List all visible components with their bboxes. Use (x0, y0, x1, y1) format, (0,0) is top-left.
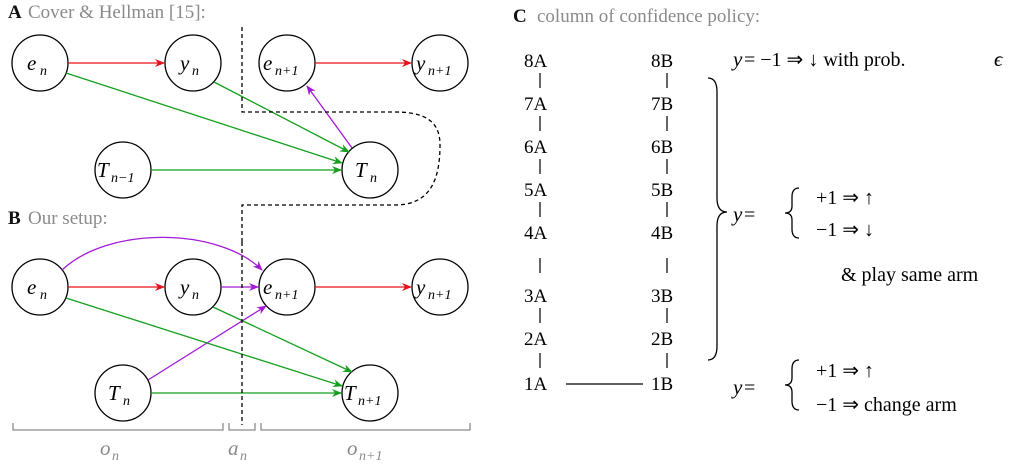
svg-text:n−1: n−1 (111, 171, 134, 186)
node-t-n: T n (94, 364, 152, 422)
state-6a: 6A (524, 137, 548, 158)
state-3a: 3A (524, 286, 548, 307)
svg-text:y: y (731, 202, 743, 226)
edge-b-y-to-tn1 (212, 306, 353, 373)
brace-cases-bottom (784, 359, 800, 411)
svg-text:y: y (731, 375, 743, 399)
brace-label-o-n: o (100, 436, 111, 460)
svg-text:y: y (414, 275, 426, 299)
svg-text:n+1: n+1 (428, 288, 451, 303)
node-y-n: y n (164, 34, 222, 92)
svg-text:n: n (40, 288, 47, 303)
brace-o-n (12, 423, 224, 431)
node-t-n-minus-1: T n−1 (94, 141, 152, 199)
svg-text:e: e (27, 275, 36, 299)
edge-a-t-to-en1 (306, 85, 353, 149)
time-boundary-a (241, 27, 441, 242)
svg-text:n+1: n+1 (275, 64, 298, 79)
rule-top: y = −1 ⇒ ↓ with prob. ϵ (731, 47, 1004, 71)
node-y-n-plus-1: y n+1 (411, 34, 469, 92)
panel-a-title: Cover & Hellman [15]: (28, 2, 206, 23)
node-y-n: y n (164, 258, 222, 316)
column-a: 8A 7A 6A 5A 4A 3A 2A 1A (524, 51, 548, 395)
svg-text:ϵ: ϵ (994, 47, 1004, 71)
state-4b: 4B (651, 223, 673, 244)
brace-sub-o-n: n (112, 449, 119, 464)
svg-text:n+1: n+1 (275, 288, 298, 303)
panel-b-title: Our setup: (28, 208, 108, 229)
svg-text:y: y (178, 51, 190, 75)
node-e-n: e n (11, 258, 69, 316)
state-6b: 6B (651, 137, 673, 158)
panel-c-letter: C (513, 6, 527, 27)
svg-text:n: n (370, 171, 377, 186)
edge-b-e-to-en1 (61, 236, 263, 271)
svg-text:−1 ⇒ ↓: −1 ⇒ ↓ (816, 219, 874, 241)
svg-text:T: T (108, 381, 121, 405)
state-2b: 2B (651, 329, 673, 350)
svg-text:n+1: n+1 (428, 64, 451, 79)
state-3b: 3B (651, 286, 673, 307)
brace-label-a-n: a (228, 436, 239, 460)
panel-b-letter: B (8, 208, 21, 229)
state-7a: 7A (524, 94, 548, 115)
node-e-n-plus-1: e n+1 (258, 34, 316, 92)
svg-text:=: = (744, 204, 755, 226)
svg-text:e: e (263, 51, 272, 75)
brace-a-n (228, 423, 256, 431)
state-4a: 4A (524, 223, 548, 244)
svg-text:+1 ⇒ ↑: +1 ⇒ ↑ (816, 360, 874, 382)
brace-cases-middle (784, 187, 800, 239)
rule-bottom: y = +1 ⇒ ↑ −1 ⇒ change arm (731, 359, 957, 416)
node-t-n-plus-1: T n+1 (341, 364, 399, 422)
brace-label-o-n-plus-1: o (347, 436, 358, 460)
panel-a: A Cover & Hellman [15]: e n y n e n+1 y … (8, 2, 469, 242)
svg-text:n: n (123, 394, 130, 409)
edge-b-e-to-tn1 (65, 297, 343, 388)
svg-text:n+1: n+1 (358, 394, 381, 409)
panel-c: C column of confidence policy: 8A 7A 6A … (513, 6, 1004, 416)
svg-text:−1 ⇒ change arm: −1 ⇒ change arm (816, 394, 957, 416)
state-2a: 2A (524, 329, 548, 350)
column-b: 8B 7B 6B 5B 4B 3B 2B 1B (651, 51, 673, 395)
state-7b: 7B (651, 94, 673, 115)
rule-middle: y = +1 ⇒ ↑ −1 ⇒ ↓ & play same arm (731, 187, 979, 286)
svg-text:n: n (40, 64, 47, 79)
svg-text:n: n (192, 288, 199, 303)
brace-states-2-to-7 (707, 77, 728, 361)
svg-text:y: y (731, 47, 743, 71)
edge-a-e-to-t (65, 72, 343, 165)
svg-text:T: T (344, 381, 357, 405)
state-1b: 1B (651, 374, 673, 395)
node-t-n: T n (341, 141, 399, 199)
svg-text:T: T (355, 158, 368, 182)
brace-sub-a-n: n (240, 449, 247, 464)
state-8b: 8B (651, 51, 673, 72)
state-1a: 1A (524, 374, 548, 395)
svg-text:= −1 ⇒ ↓ with prob.: = −1 ⇒ ↓ with prob. (744, 49, 906, 71)
edge-a-y-to-t (213, 81, 350, 153)
node-e-n-plus-1: e n+1 (258, 258, 316, 316)
svg-text:T: T (97, 158, 110, 182)
svg-text:n: n (192, 64, 199, 79)
svg-text:+1 ⇒ ↑: +1 ⇒ ↑ (816, 187, 874, 209)
state-5a: 5A (524, 180, 548, 201)
svg-text:e: e (27, 51, 36, 75)
svg-text:y: y (178, 275, 190, 299)
rule-middle-note: & play same arm (841, 264, 979, 286)
node-y-n-plus-1: y n+1 (411, 258, 469, 316)
svg-text:y: y (414, 51, 426, 75)
panel-a-letter: A (8, 2, 22, 23)
state-8a: 8A (524, 51, 548, 72)
brace-o-n-plus-1 (260, 423, 471, 431)
state-5b: 5B (651, 180, 673, 201)
panel-c-title: column of confidence policy: (537, 6, 760, 27)
svg-text:e: e (263, 275, 272, 299)
panel-b: B Our setup: e n y n e n+1 y n+1 T n (8, 208, 471, 464)
svg-text:=: = (744, 377, 755, 399)
brace-sub-o-n-plus-1: n+1 (359, 449, 382, 464)
node-e-n: e n (11, 34, 69, 92)
